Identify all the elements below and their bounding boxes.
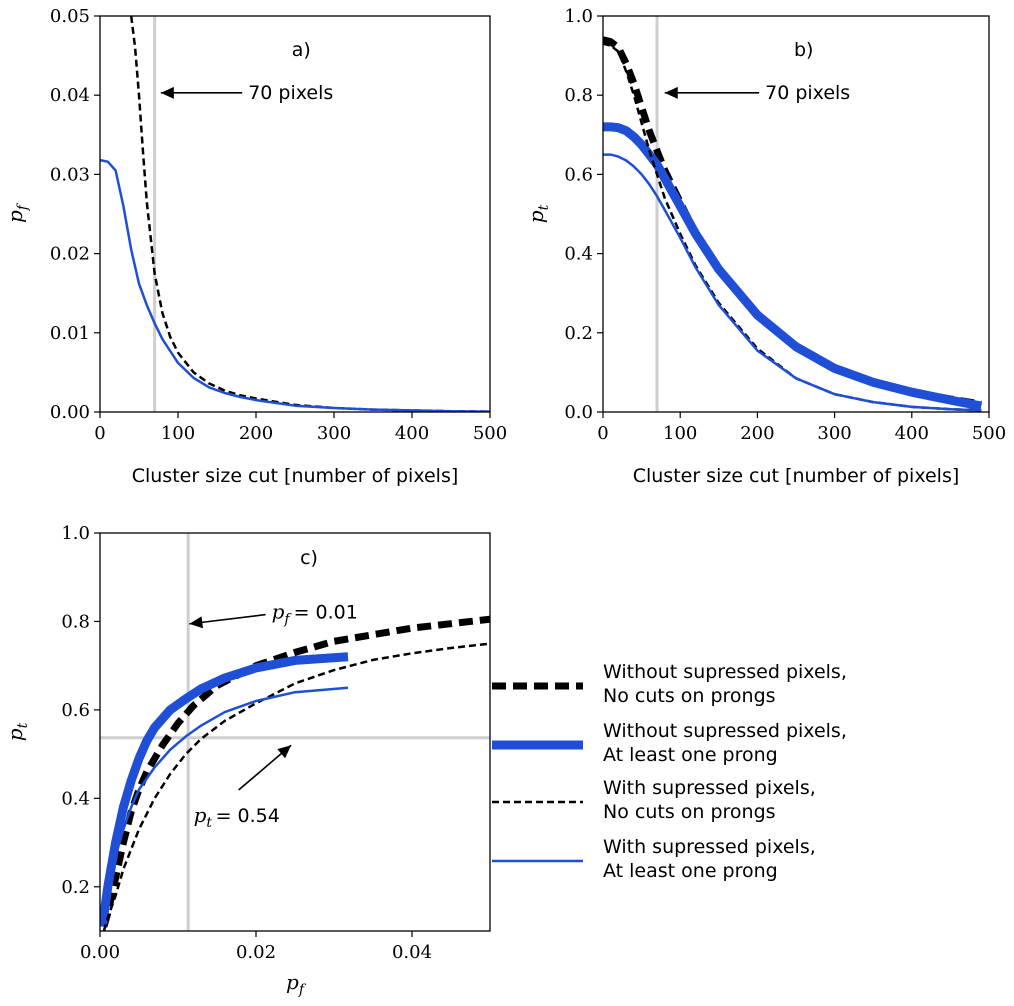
annotation-text-1: = 0.54 xyxy=(216,805,280,827)
series-line-0 xyxy=(100,615,490,928)
panel-a: 0 100 200 300 400 500 0.00 0.01 0.02 0.03 0.04 0.05… xyxy=(3,6,507,487)
series-line-3 xyxy=(101,686,349,927)
legend-label-1-line2: At least one prong xyxy=(603,744,778,766)
x-axis-label-base: p xyxy=(286,970,299,994)
x-axis-label: pf xyxy=(286,970,307,998)
y-tick-label: 1.0 xyxy=(61,523,90,544)
x-tick-label: 400 xyxy=(395,423,429,444)
panel-label: c) xyxy=(300,547,318,569)
series-line-1 xyxy=(100,652,349,928)
y-tick-label: 0.03 xyxy=(50,164,90,185)
symbol-sub: t xyxy=(206,815,212,831)
legend-label-3-line2: At least one prong xyxy=(603,860,778,882)
series-line-0 xyxy=(129,16,490,412)
y-axis-label-base: p xyxy=(3,210,27,223)
y-axis-label-sub: t xyxy=(536,204,552,210)
x-axis-label-sub: f xyxy=(298,982,307,998)
x-tick-label: 0.00 xyxy=(80,942,120,963)
x-tick-label: 200 xyxy=(239,423,273,444)
y-axis-label-base: p xyxy=(3,728,27,741)
panel-c-plot xyxy=(100,533,490,931)
legend: Without supressed pixels,No cuts on pron… xyxy=(492,661,847,882)
x-tick-label: 0 xyxy=(597,423,608,444)
annotation-text: 70 pixels xyxy=(765,82,850,104)
x-tick-label: 0.02 xyxy=(236,942,276,963)
x-axis-label: Cluster size cut [number of pixels] xyxy=(132,465,459,487)
y-tick-label: 0.05 xyxy=(50,6,90,27)
panel-b-plot xyxy=(603,16,983,412)
annotation-arrow-head xyxy=(664,86,678,99)
x-tick-label: 400 xyxy=(895,423,929,444)
annotation-text-0: = 0.01 xyxy=(294,602,358,624)
legend-label-1-line1: Without supressed pixels, xyxy=(603,720,847,742)
panel-a-plot xyxy=(100,16,490,412)
symbol-base: p xyxy=(272,600,285,624)
panel-label: b) xyxy=(794,39,813,61)
series-line-1 xyxy=(100,158,490,412)
x-tick-label: 500 xyxy=(972,423,1006,444)
y-tick-label: 0.02 xyxy=(50,244,90,265)
series-line-1 xyxy=(603,122,983,411)
legend-label-0-line1: Without supressed pixels, xyxy=(603,661,847,683)
annotation-arrow-0-head xyxy=(189,616,203,629)
y-tick-label: 0.01 xyxy=(50,323,90,344)
panel-label: a) xyxy=(292,39,311,61)
symbol-base: p xyxy=(194,803,207,827)
y-tick-label: 0.8 xyxy=(61,611,90,632)
x-tick-label: 300 xyxy=(817,423,851,444)
y-axis-label: pf xyxy=(3,202,31,223)
y-tick-label: 0.8 xyxy=(564,85,593,106)
y-tick-label: 0.6 xyxy=(61,700,90,721)
legend-label-2-line1: With supressed pixels, xyxy=(603,777,816,799)
y-tick-label: 0.0 xyxy=(564,402,593,423)
x-axis-label: Cluster size cut [number of pixels] xyxy=(633,465,960,487)
y-axis-label-sub: t xyxy=(15,722,31,728)
x-tick-label: 100 xyxy=(161,423,195,444)
symbol-sub: f xyxy=(283,612,292,628)
y-tick-label: 0.2 xyxy=(564,323,593,344)
legend-label-0-line2: No cuts on prongs xyxy=(603,685,776,707)
x-tick-label: 0.04 xyxy=(392,942,432,963)
annotation-arrow-1-head xyxy=(277,745,292,759)
y-tick-label: 0.00 xyxy=(50,402,90,423)
axes-frame xyxy=(99,532,491,932)
axes-frame xyxy=(99,15,491,413)
legend-label-2-line2: No cuts on prongs xyxy=(603,801,776,823)
annotation-symbol-0: pf xyxy=(272,600,293,628)
series-line-2 xyxy=(102,642,490,931)
annotation-symbol-1: pt xyxy=(194,803,213,831)
y-tick-label: 0.4 xyxy=(564,244,593,265)
series-line-3 xyxy=(603,153,982,412)
x-tick-label: 300 xyxy=(317,423,351,444)
y-axis-label: pt xyxy=(3,722,31,741)
y-axis-label-sub: f xyxy=(15,202,31,211)
x-tick-label: 0 xyxy=(94,423,105,444)
y-axis-label: pt xyxy=(524,204,552,223)
annotation-text: 70 pixels xyxy=(248,82,333,104)
y-tick-label: 0.04 xyxy=(50,85,90,106)
y-tick-label: 0.2 xyxy=(61,877,90,898)
y-tick-label: 0.4 xyxy=(61,788,90,809)
panel-b: 0 100 200 300 400 500 0.0 0.2 0.4 0.6 0.8 1.0 Cluste… xyxy=(524,6,1006,487)
y-tick-label: 0.6 xyxy=(564,164,593,185)
x-tick-label: 500 xyxy=(473,423,507,444)
x-tick-label: 100 xyxy=(663,423,697,444)
legend-label-3-line1: With supressed pixels, xyxy=(603,836,816,858)
y-axis-label-base: p xyxy=(524,210,548,223)
annotation-arrow-head xyxy=(160,86,174,99)
y-tick-label: 1.0 xyxy=(564,6,593,27)
x-tick-label: 200 xyxy=(740,423,774,444)
axes-frame xyxy=(602,15,990,413)
